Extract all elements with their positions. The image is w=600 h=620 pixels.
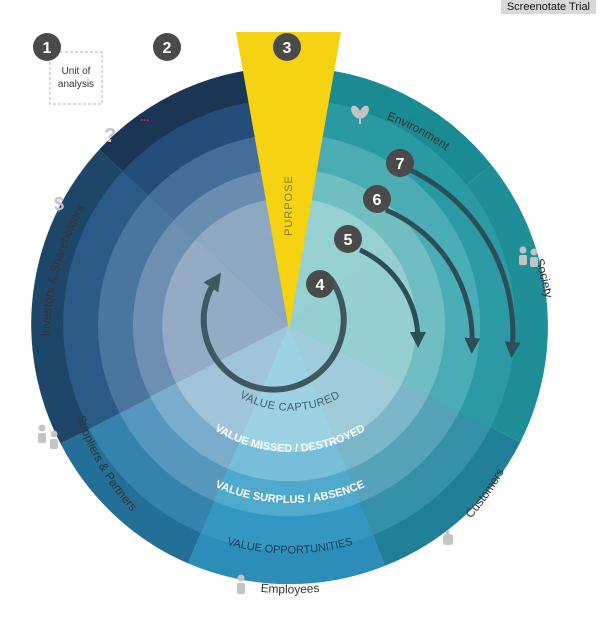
- step-marker-4: 4: [306, 270, 334, 298]
- step-marker-2: 2: [153, 33, 181, 61]
- step-marker-7: 7: [386, 149, 414, 177]
- leaf-icon: [351, 105, 369, 124]
- svg-text:5: 5: [344, 232, 353, 249]
- step-7-arrow: [408, 167, 521, 358]
- svg-text:4: 4: [316, 277, 325, 294]
- unit-of-analysis-box: [49, 51, 103, 105]
- svg-text:2: 2: [163, 40, 172, 57]
- svg-text:$: $: [54, 194, 64, 214]
- unit-box-line1: Unit of: [62, 66, 91, 77]
- label-employees: Employees: [260, 581, 320, 597]
- person-icon: [237, 574, 245, 594]
- step-markers: 1 2 3 4 5 6 7: [33, 33, 414, 298]
- step-marker-6: 6: [363, 185, 391, 213]
- ellipsis-text: ...: [140, 112, 149, 124]
- svg-text:3: 3: [283, 40, 292, 57]
- stakeholder-icons: ? ... $: [38, 105, 538, 594]
- step-6-arrow: [385, 207, 481, 354]
- purpose-label: PURPOSE: [283, 175, 295, 236]
- captured-loop-arrow: [200, 272, 347, 393]
- handshake-icon: [38, 424, 58, 449]
- dollar-icon: $: [54, 194, 64, 214]
- question-icon: ?: [104, 125, 116, 147]
- people-icon: [519, 246, 538, 267]
- screenotate-watermark: Screenotate Trial: [500, 0, 596, 14]
- step-marker-1: 1: [33, 33, 61, 61]
- step-marker-3: 3: [273, 33, 301, 61]
- hand-icon: [443, 530, 453, 545]
- step-marker-5: 5: [334, 225, 362, 253]
- svg-text:1: 1: [43, 40, 52, 57]
- svg-text:7: 7: [396, 156, 405, 173]
- svg-text:6: 6: [373, 192, 382, 209]
- step-5-arrow: [358, 247, 426, 348]
- purpose-wedge: [236, 32, 341, 330]
- unit-box-line2: analysis: [58, 79, 94, 90]
- svg-text:?: ?: [104, 125, 116, 147]
